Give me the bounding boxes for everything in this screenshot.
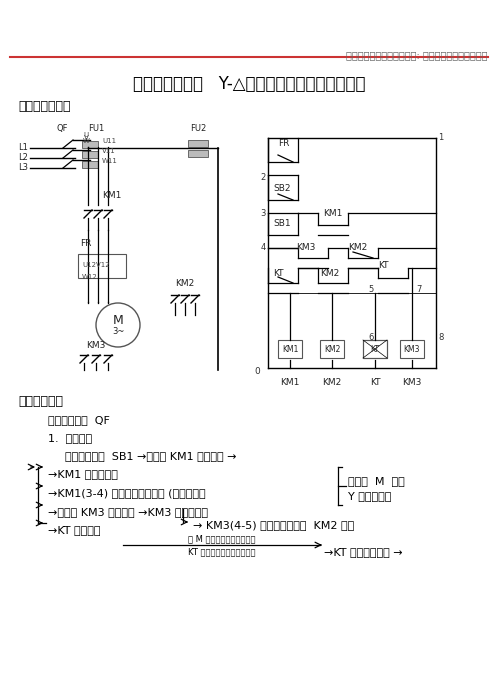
Text: L1: L1 <box>18 143 28 152</box>
Text: W: W <box>83 138 90 144</box>
Text: 一、电路原理图: 一、电路原理图 <box>18 100 71 113</box>
Bar <box>278 340 302 358</box>
Text: KM1: KM1 <box>323 209 342 218</box>
Text: 按下起动按钮  SB1 →接触器 KM1 线圈得电 →: 按下起动按钮 SB1 →接触器 KM1 线圈得电 → <box>65 451 237 461</box>
Text: FU1: FU1 <box>88 124 104 133</box>
Text: KM3: KM3 <box>86 341 106 350</box>
Text: KM1: KM1 <box>280 378 300 387</box>
Text: KT: KT <box>378 261 388 270</box>
Text: 1.  起动过程: 1. 起动过程 <box>48 433 92 443</box>
Text: 0: 0 <box>254 367 260 376</box>
Text: 8: 8 <box>438 334 443 343</box>
Text: 二、操作过程: 二、操作过程 <box>18 395 63 408</box>
Text: 2: 2 <box>261 174 266 183</box>
Bar <box>400 340 424 358</box>
Bar <box>82 151 98 158</box>
Bar <box>78 254 126 278</box>
Bar <box>363 340 387 358</box>
Text: KM1: KM1 <box>102 191 122 200</box>
Bar <box>82 161 98 168</box>
Text: KM2: KM2 <box>324 345 340 354</box>
Text: V11: V11 <box>102 148 116 154</box>
Bar <box>320 340 344 358</box>
Text: 3: 3 <box>260 208 266 217</box>
Bar <box>363 340 387 358</box>
Text: W11: W11 <box>102 158 118 164</box>
Text: W12: W12 <box>82 274 98 280</box>
Text: 三相异步电动机   Y-△降压启动控制运行操作说明: 三相异步电动机 Y-△降压启动控制运行操作说明 <box>133 75 365 93</box>
Text: → KM3(4-5) 互锁触点断开对  KM2 互锁: → KM3(4-5) 互锁触点断开对 KM2 互锁 <box>193 520 354 530</box>
Text: 7: 7 <box>416 286 421 295</box>
Text: →KM1 主触点闭合: →KM1 主触点闭合 <box>48 469 118 479</box>
Text: 3~: 3~ <box>112 327 124 336</box>
Text: KT 计时到设定值，延时结束: KT 计时到设定值，延时结束 <box>188 547 255 556</box>
Text: KM3: KM3 <box>402 378 422 387</box>
Text: KM2: KM2 <box>175 279 195 288</box>
Text: KT: KT <box>273 269 283 278</box>
Text: KM2: KM2 <box>320 269 339 278</box>
Text: U11: U11 <box>102 138 116 144</box>
Bar <box>188 140 208 147</box>
Text: L3: L3 <box>18 163 28 172</box>
Text: FU2: FU2 <box>190 124 206 133</box>
Text: QF: QF <box>56 124 68 133</box>
Text: →KM1(3-4) 辅助常开触点闭合 (形成自锁）: →KM1(3-4) 辅助常开触点闭合 (形成自锁） <box>48 488 206 498</box>
Text: →KT 常闭触点分断 →: →KT 常闭触点分断 → <box>324 547 402 557</box>
Text: 5: 5 <box>368 286 373 295</box>
Text: SB1: SB1 <box>273 219 291 228</box>
Text: 合上电源开关  QF: 合上电源开关 QF <box>48 415 110 425</box>
Text: →KT 线圈得电: →KT 线圈得电 <box>48 525 101 535</box>
Text: 电动机  M  接成: 电动机 M 接成 <box>348 476 405 486</box>
Text: 6: 6 <box>368 334 374 343</box>
Text: KT: KT <box>371 345 379 354</box>
Text: →接触器 KM3 线圈得电 →KM3 主触点闭合: →接触器 KM3 线圈得电 →KM3 主触点闭合 <box>48 507 208 517</box>
Text: SB2: SB2 <box>273 184 290 193</box>
Text: L2: L2 <box>18 154 28 163</box>
Text: KM1: KM1 <box>282 345 298 354</box>
Text: Y 形降压启动: Y 形降压启动 <box>348 491 391 501</box>
Bar <box>188 150 208 157</box>
Text: KM3: KM3 <box>296 243 315 252</box>
Text: FR: FR <box>80 239 91 248</box>
Text: 宁波市数字图书馆网络课程: 机床电气系统装调与维修: 宁波市数字图书馆网络课程: 机床电气系统装调与维修 <box>347 50 488 60</box>
Text: KM2: KM2 <box>322 378 342 387</box>
Text: 4: 4 <box>261 244 266 253</box>
Text: KT: KT <box>370 378 380 387</box>
Text: V: V <box>84 135 88 141</box>
Text: KM3: KM3 <box>404 345 420 354</box>
Text: FR: FR <box>278 139 289 148</box>
Text: 当 M 转速上升到一定值时，: 当 M 转速上升到一定值时， <box>188 534 255 543</box>
Text: 1: 1 <box>438 134 443 143</box>
Bar <box>82 141 98 148</box>
Text: U: U <box>84 132 89 138</box>
Text: M: M <box>113 314 124 327</box>
Text: U12V12: U12V12 <box>82 262 110 268</box>
Text: KM2: KM2 <box>348 243 367 252</box>
